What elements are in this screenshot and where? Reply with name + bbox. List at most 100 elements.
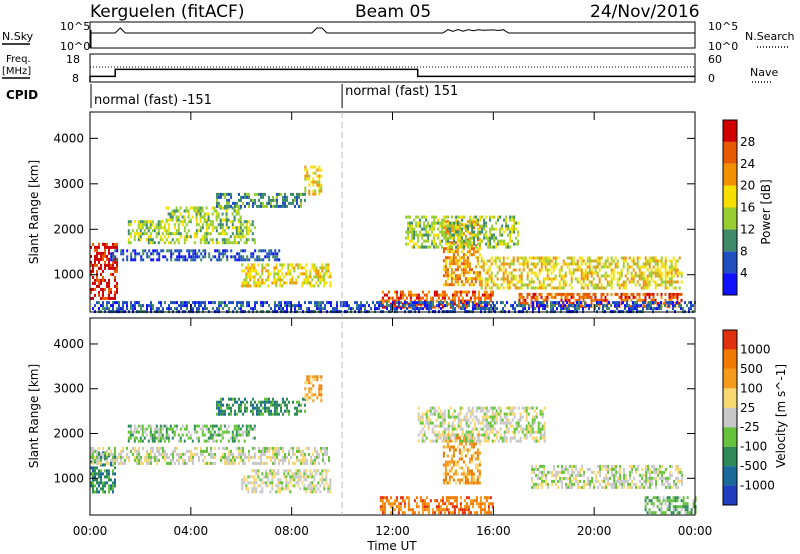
heat-cell [234,461,236,465]
heat-cell [269,272,272,276]
heat-cell [389,296,392,300]
heat-cell [454,469,457,473]
heat-cell [273,469,276,473]
heat-cell [459,496,462,500]
heat-cell [594,295,597,299]
heat-cell [253,269,256,273]
heat-cell [501,242,504,246]
heat-cell [616,304,618,308]
heat-cell [156,258,159,262]
heat-cell [296,455,298,459]
heat-cell [443,293,446,297]
heat-cell [264,249,267,253]
heat-cell [466,250,469,254]
heat-cell [493,245,496,249]
heat-cell [158,458,160,462]
heat-cell [314,304,316,308]
heat-cell [189,235,192,239]
heat-cell [414,307,416,311]
heat-cell [463,239,466,243]
heat-cell [120,252,123,256]
heat-cell [522,265,525,269]
heat-cell [638,265,641,269]
heat-cell [522,259,525,263]
heat-cell [205,241,208,245]
heat-cell [232,301,234,305]
heat-cell [150,307,152,311]
heat-cell [253,281,256,285]
heat-cell [514,283,517,287]
heat-cell [419,415,422,419]
heat-cell [447,502,450,506]
heat-cell [455,245,458,249]
heat-cell [462,475,465,479]
heat-cell [228,192,230,196]
heat-cell [618,277,621,281]
heat-cell [167,229,170,233]
heat-cell [320,375,323,379]
heat-cell [616,265,619,269]
heat-cell [515,236,518,240]
heat-cell [478,304,480,308]
heat-cell [446,256,449,260]
heat-cell [140,255,143,259]
heat-cell [259,284,262,288]
heat-cell [297,275,300,279]
heat-cell [92,446,94,450]
heat-cell [622,259,625,263]
heat-cell [393,508,396,512]
heat-cell [245,484,248,488]
heat-cell [582,307,584,311]
heat-cell [284,400,286,404]
heat-cell [136,452,138,456]
heat-cell [171,218,174,222]
heat-cell [594,307,596,311]
heat-cell [165,424,168,428]
heat-cell [96,257,98,261]
heat-cell [616,292,619,296]
heat-cell [201,226,204,230]
heat-cell [417,412,420,416]
heat-cell [289,278,292,282]
heat-cell [453,239,456,243]
heat-cell [253,424,256,428]
heat-cell [620,256,623,260]
heat-cell [225,430,228,434]
heat-cell [146,449,148,453]
heat-cell [166,455,168,459]
heat-cell [421,499,424,503]
heat-cell [516,286,519,290]
heat-cell [100,281,102,285]
heat-cell [465,239,468,243]
heat-cell [421,427,424,431]
heat-cell [290,301,292,305]
heat-cell [506,286,509,290]
heat-cell [410,304,412,308]
heat-cell [124,301,126,305]
heat-cell [260,192,262,196]
heat-cell [150,455,152,459]
heat-cell [582,295,585,299]
heat-cell [252,198,254,202]
heat-cell [652,298,655,302]
heat-cell [211,229,214,233]
heat-cell [423,245,426,249]
heat-cell [439,293,442,297]
heat-cell [236,201,238,205]
heat-cell [658,277,661,281]
heat-cell [437,221,440,225]
heat-cell [522,298,525,302]
heat-cell [216,412,218,416]
heat-cell [481,239,484,243]
heat-cell [431,230,434,234]
heat-cell [586,286,589,290]
heat-cell [265,269,268,273]
heat-cell [449,502,452,506]
heat-cell [423,239,426,243]
heat-cell [425,224,428,228]
heat-cell [265,484,268,488]
heat-cell [616,301,618,305]
heat-cell [522,268,525,272]
heat-cell [448,262,451,266]
heat-cell [231,212,234,216]
